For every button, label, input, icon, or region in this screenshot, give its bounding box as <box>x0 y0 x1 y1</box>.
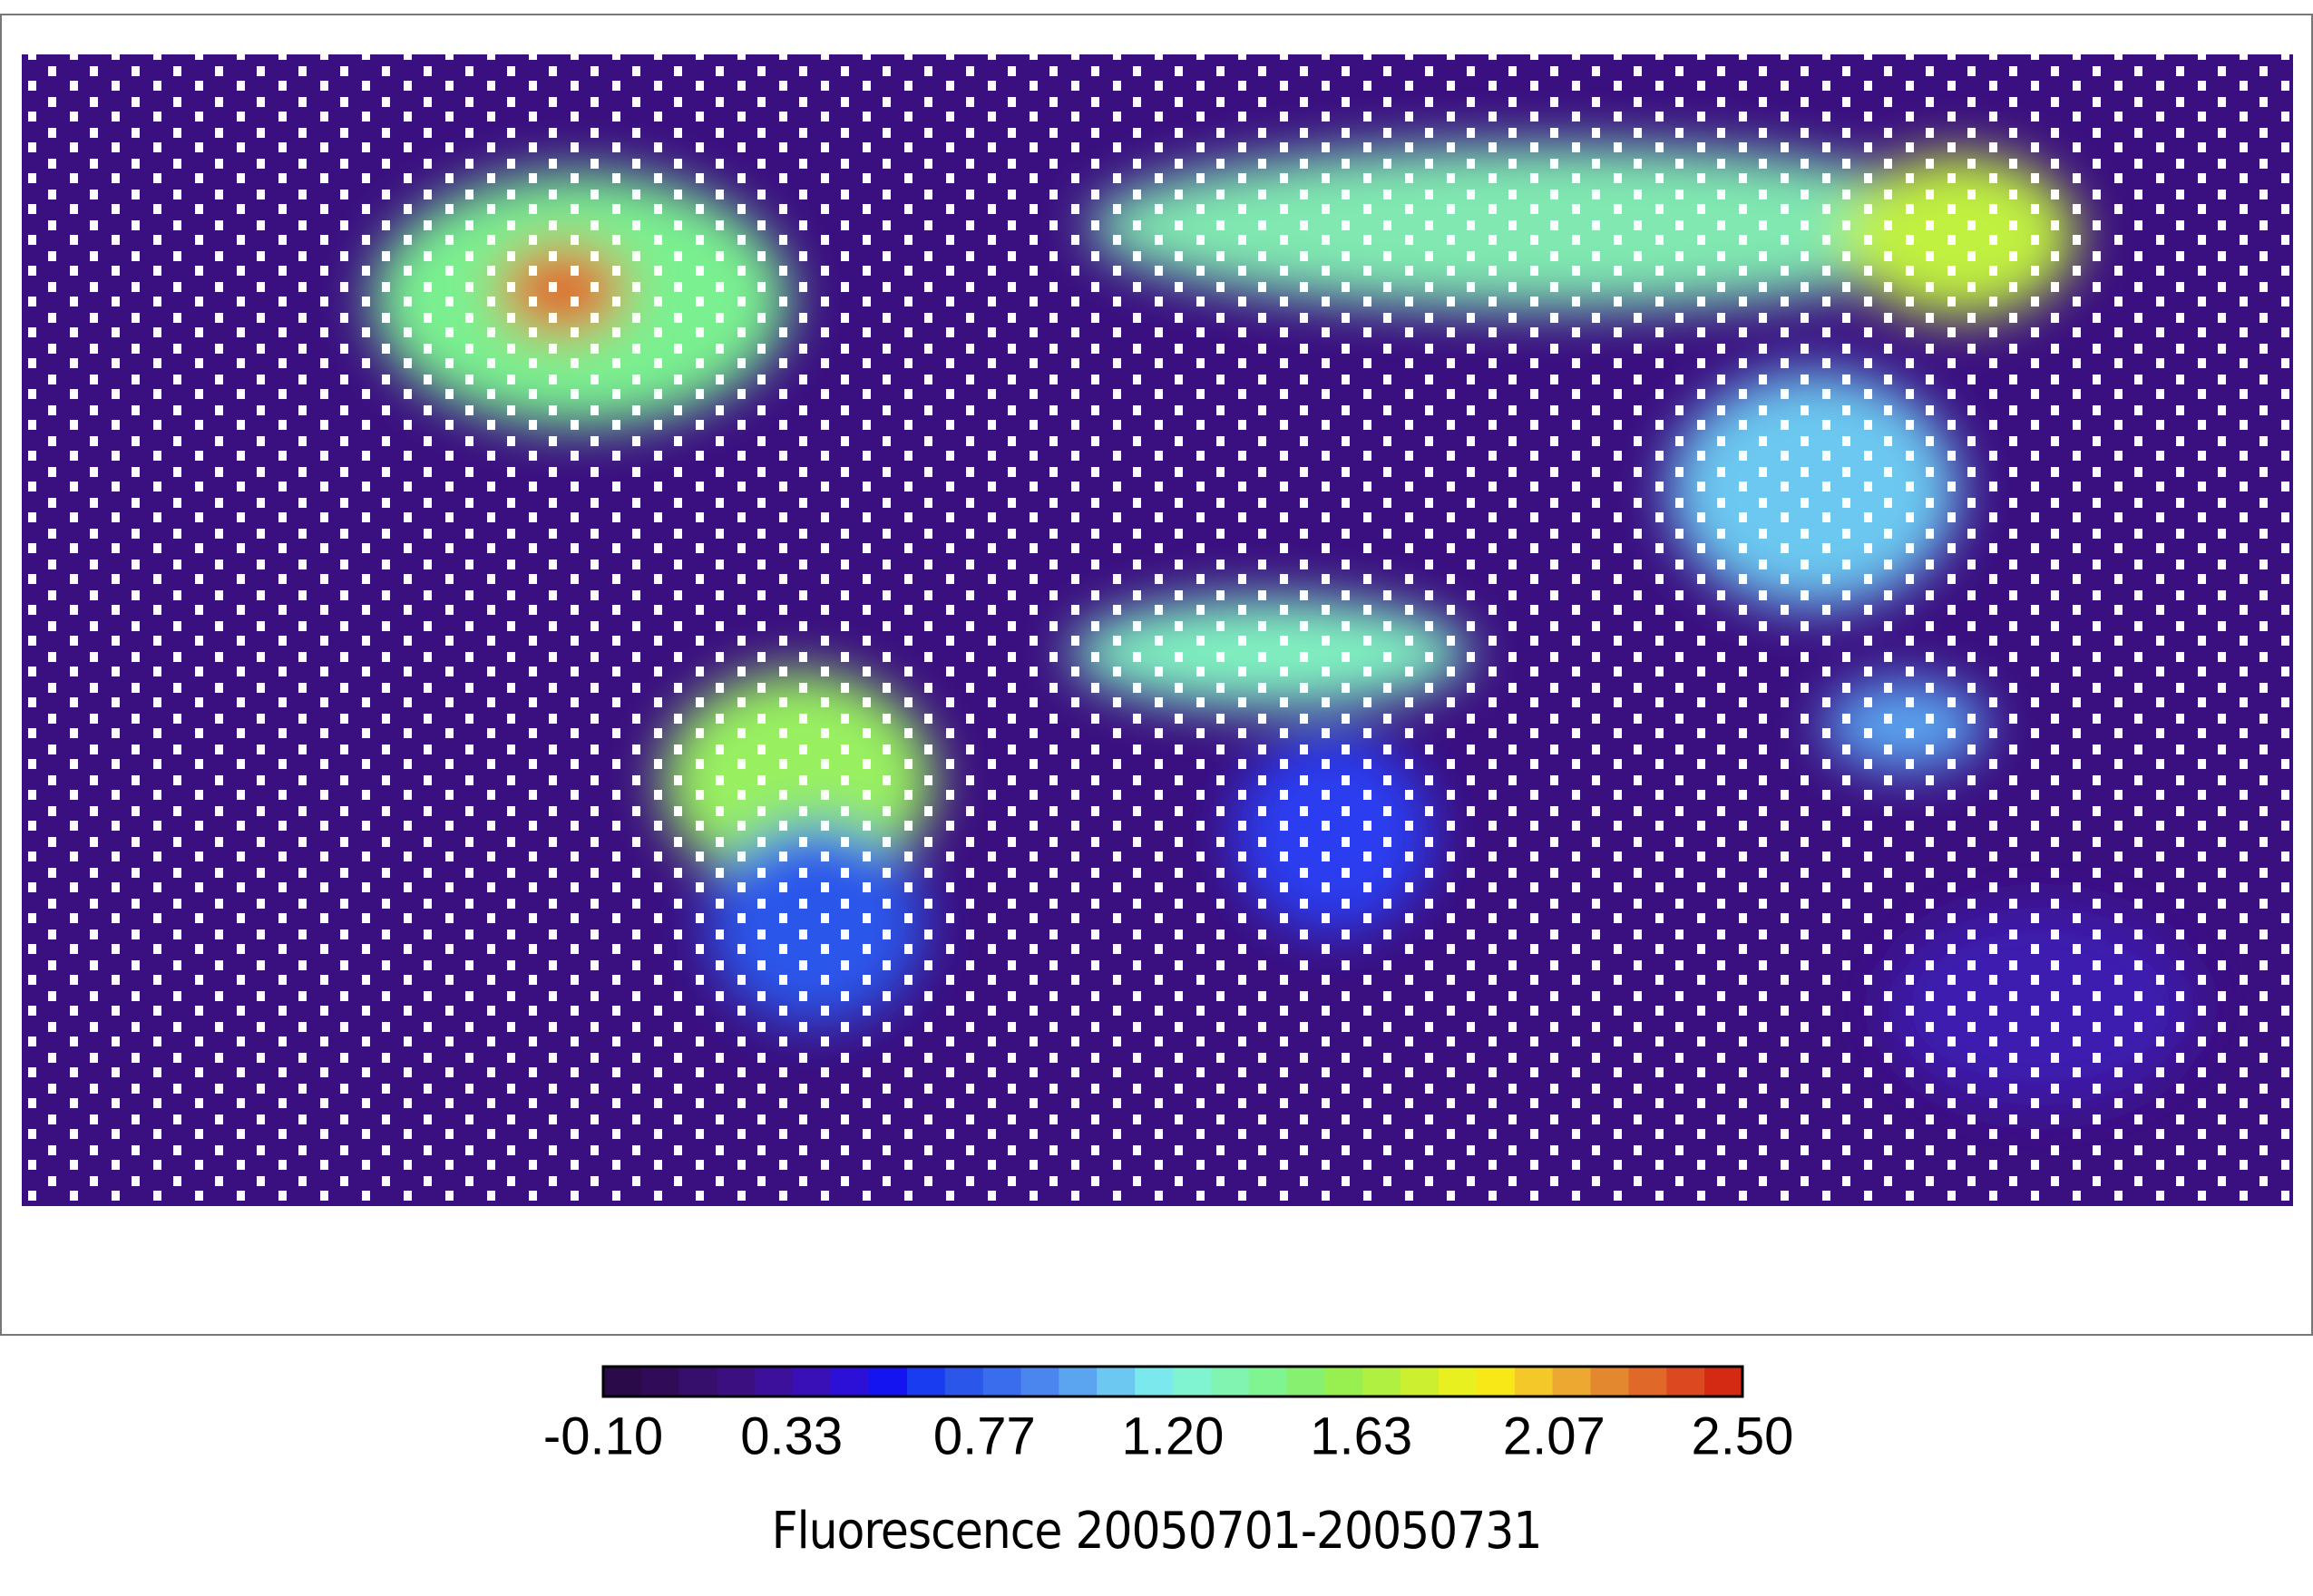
colorbar-swatch <box>1439 1367 1478 1396</box>
colorbar-swatch <box>603 1367 642 1396</box>
colorbar-swatch <box>831 1367 870 1396</box>
colorbar-swatch <box>869 1367 908 1396</box>
colorbar-swatch <box>1135 1367 1174 1396</box>
colorbar-swatch <box>1362 1367 1401 1396</box>
colorbar-swatch <box>1666 1367 1705 1396</box>
colorbar-tick-label: 2.07 <box>1503 1406 1605 1465</box>
colorbar-swatch <box>1020 1367 1059 1396</box>
colorbar-swatch <box>717 1367 756 1396</box>
colorbar-swatch <box>944 1367 984 1396</box>
colorbar-swatch <box>1286 1367 1326 1396</box>
colorbar-swatch <box>678 1367 718 1396</box>
colorbar-swatch <box>1248 1367 1288 1396</box>
colorbar-swatch <box>755 1367 794 1396</box>
colorbar-swatch <box>1059 1367 1098 1396</box>
colorbar-tick-label: 1.20 <box>1122 1406 1225 1465</box>
colorbar-tick-label: 2.50 <box>1692 1406 1794 1465</box>
colorbar-swatch <box>1173 1367 1212 1396</box>
colorbar-swatch <box>1400 1367 1440 1396</box>
colorbar-swatch <box>1324 1367 1363 1396</box>
colorbar-swatch <box>1210 1367 1250 1396</box>
colorbar-swatch <box>1590 1367 1629 1396</box>
colorbar-swatch <box>1097 1367 1136 1396</box>
colorbar-swatch <box>640 1367 680 1396</box>
colorbar: -0.10 0.33 0.77 1.20 1.63 2.07 2.50 <box>543 1365 1794 1465</box>
colorbar-swatch <box>1628 1367 1667 1396</box>
colorbar-tick-label: 0.77 <box>933 1406 1036 1465</box>
colorbar-swatch <box>1476 1367 1516 1396</box>
colorbar-swatch <box>1552 1367 1592 1396</box>
colorbar-swatch <box>1704 1367 1743 1396</box>
colorbar-tick-label: -0.10 <box>543 1406 663 1465</box>
map-image <box>22 30 2293 1206</box>
colorbar-tick-label: 1.63 <box>1310 1406 1412 1465</box>
colorbar-swatch <box>793 1367 832 1396</box>
colorbar-tick-label: 0.33 <box>740 1406 843 1465</box>
colorbar-swatch <box>1514 1367 1554 1396</box>
chart-title: Fluorescence 20050701-20050731 <box>772 1502 1542 1561</box>
colorbar-swatch <box>906 1367 946 1396</box>
colorbar-swatch <box>982 1367 1022 1396</box>
colorbar-outline <box>601 1365 1744 1398</box>
